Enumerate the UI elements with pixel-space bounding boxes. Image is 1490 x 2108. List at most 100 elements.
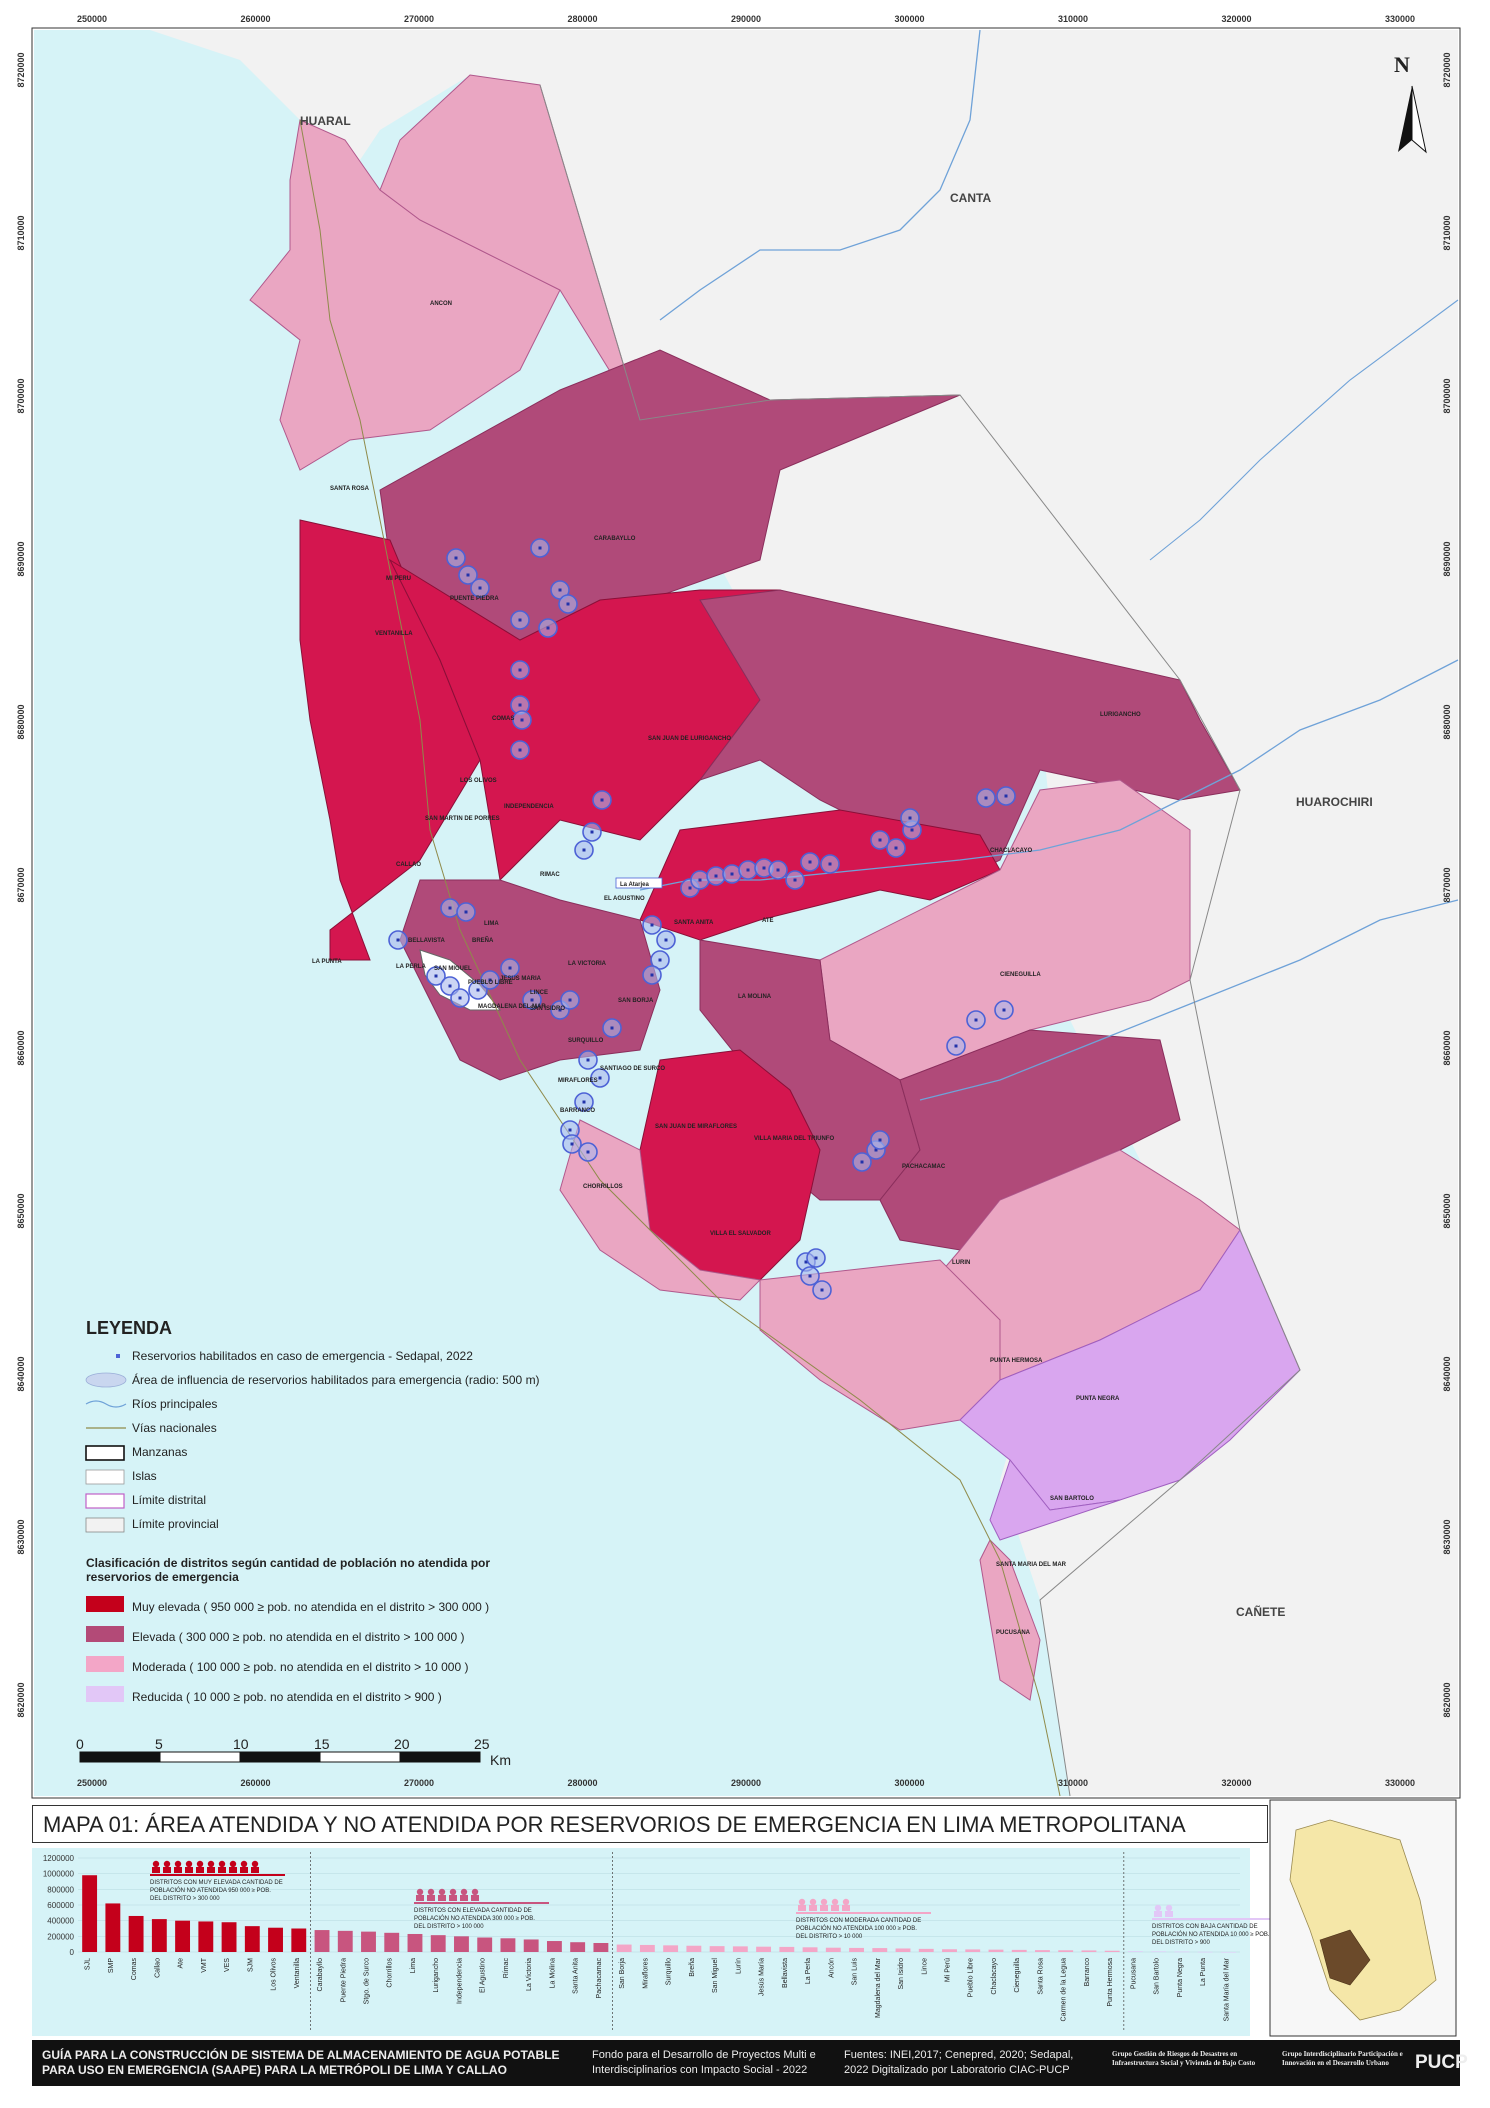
place-label: HUARAL [300, 114, 351, 128]
chart-bar [128, 1915, 144, 1952]
district-label: LINCE [530, 990, 548, 996]
influence-symbol-icon [85, 1372, 127, 1388]
person-icon [460, 1888, 468, 1896]
legend-item: Límite distrital [132, 1493, 207, 1507]
grid-tick-y: 8710000 [16, 215, 26, 250]
legend-item: Vías nacionales [132, 1421, 217, 1435]
chart-category-label: SJM [247, 1958, 254, 1972]
chart-class-note: DISTRITOS CON MUY ELEVADA CANTIDAD DE [150, 1880, 283, 1886]
person-icon [471, 1888, 479, 1896]
north-arrow-icon [1411, 85, 1427, 154]
chart-bar [454, 1936, 469, 1952]
person-icon [416, 1888, 424, 1896]
legend-symbols [85, 1354, 127, 1533]
reservoir-point [518, 703, 522, 707]
grid-tick-x: 270000 [404, 14, 434, 24]
reservoir-point [974, 1018, 978, 1022]
reservoir-point [664, 938, 668, 942]
person-icon [196, 1867, 204, 1873]
district-label: ANCON [430, 301, 452, 307]
reservoir-point [598, 1076, 602, 1080]
chart-category-label: Pueblo Libre [968, 1958, 975, 1997]
classification-title: Clasificación de distritos según cantida… [86, 1556, 491, 1584]
chart-bar [849, 1947, 864, 1952]
grid-tick-y: 8710000 [1442, 215, 1452, 250]
reservoir-point [793, 878, 797, 882]
chart-bar [616, 1944, 632, 1952]
reservoir-point [434, 974, 438, 978]
person-icon [438, 1888, 446, 1896]
reservoir-point [878, 1138, 882, 1142]
class-swatch [86, 1596, 124, 1612]
grid-tick-x: 280000 [567, 14, 597, 24]
person-icon [842, 1898, 850, 1906]
district-label: SAN ISIDRO [530, 1006, 565, 1012]
person-icon [471, 1895, 479, 1901]
chart-bar [965, 1949, 981, 1952]
footer-fund: Fondo para el Desarrollo de Proyectos Mu… [592, 2049, 816, 2076]
person-icon [163, 1860, 171, 1868]
reservoir-point [874, 1148, 878, 1152]
river-santa-eulalia [1149, 299, 1459, 561]
chart-bar [709, 1946, 725, 1952]
grid-tick-y: 8720000 [16, 52, 26, 87]
reservoir-point [814, 1256, 818, 1260]
district-label: PUNTA NEGRA [1076, 1396, 1120, 1402]
grid-tick-x: 300000 [894, 1778, 924, 1788]
chart-class-note: POBLACIÓN NO ATENDIDA 10 000 ≥ POB. [1152, 1931, 1270, 1938]
chart-class-note: DEL DISTRITO > 900 [1152, 1940, 1211, 1946]
chart-bar [686, 1945, 702, 1952]
chart-category-label: Lurín [735, 1958, 742, 1974]
inset-region-shape [1289, 1819, 1437, 2021]
person-icon [174, 1867, 182, 1873]
footer-sources: Fuentes: INEI,2017; Cenepred, 2020; Seda… [844, 2049, 1074, 2076]
reservoir-point [984, 796, 988, 800]
chart-category-label: San Bartolo [1154, 1958, 1161, 1995]
district-label: VENTANILLA [375, 631, 413, 637]
grid-tick-y: 8700000 [1442, 378, 1452, 413]
chart-bar [895, 1948, 911, 1952]
chart-y-tick: 800000 [47, 1885, 74, 1894]
grid-tick-x: 330000 [1385, 1778, 1415, 1788]
legend-item: Islas [132, 1469, 157, 1483]
chart-bar [337, 1930, 353, 1952]
legend-item: Límite provincial [132, 1517, 219, 1531]
reservoir-point [508, 966, 512, 970]
chart-y-tick: 400000 [47, 1917, 74, 1926]
reservoir-point [590, 830, 594, 834]
reservoir-point [908, 816, 912, 820]
reservoir-point [804, 1260, 808, 1264]
reservoir-point [530, 998, 534, 1002]
reservoir-point [658, 958, 662, 962]
reservoir-point [650, 973, 654, 977]
chart-category-label: Carmen de la Legua [1061, 1958, 1068, 2022]
scale-segment [239, 1751, 321, 1763]
inset-lima-highlight [1319, 1929, 1371, 1986]
reservoir-point [454, 556, 458, 560]
district-label: SANTA ANITA [674, 920, 714, 926]
reservoir-point [688, 886, 692, 890]
reservoir-point [762, 866, 766, 870]
chart-category-label: Comas [131, 1958, 138, 1981]
chart-bar [500, 1938, 516, 1952]
grid-tick-y: 8670000 [1442, 867, 1452, 902]
class-swatch [86, 1686, 124, 1702]
district-label: MI PERU [386, 576, 411, 582]
reservoir-point [650, 923, 654, 927]
reservoir-point [458, 996, 462, 1000]
class-swatch [86, 1656, 124, 1672]
grid-tick-x: 260000 [240, 14, 270, 24]
grid-tick-y: 8670000 [16, 867, 26, 902]
district-label: LURIN [952, 1260, 970, 1266]
national-road [299, 119, 1061, 1797]
chart-class-note: DISTRITOS CON BAJA CANTIDAD DE [1152, 1924, 1258, 1930]
chart-category-label: Jesús María [759, 1958, 766, 1996]
reservoir-point [448, 906, 452, 910]
scale-segment [319, 1751, 401, 1763]
grid-tick-y: 8690000 [1442, 541, 1452, 576]
chart-category-label: La Punta [1200, 1958, 1207, 1986]
person-icon [1154, 1904, 1162, 1912]
district-label: EL AGUSTINO [604, 896, 645, 902]
reservoir-point [570, 1142, 574, 1146]
